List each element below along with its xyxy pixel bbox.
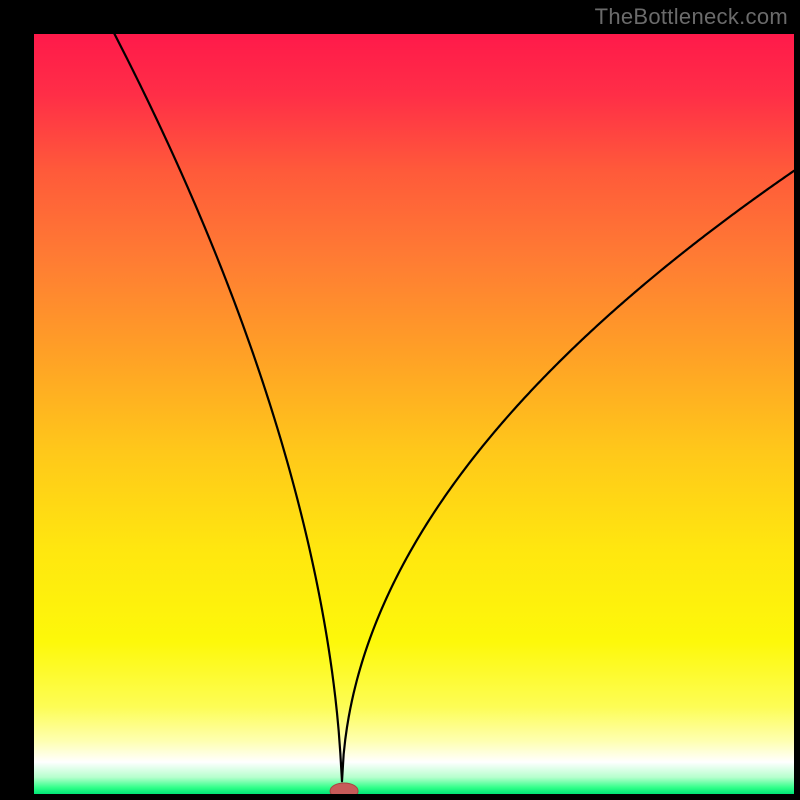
chart-outer-frame: TheBottleneck.com: [0, 0, 800, 800]
bottleneck-chart-svg: [34, 34, 794, 794]
plot-area: [34, 34, 794, 794]
gradient-background: [34, 34, 794, 794]
watermark-text: TheBottleneck.com: [595, 4, 788, 30]
